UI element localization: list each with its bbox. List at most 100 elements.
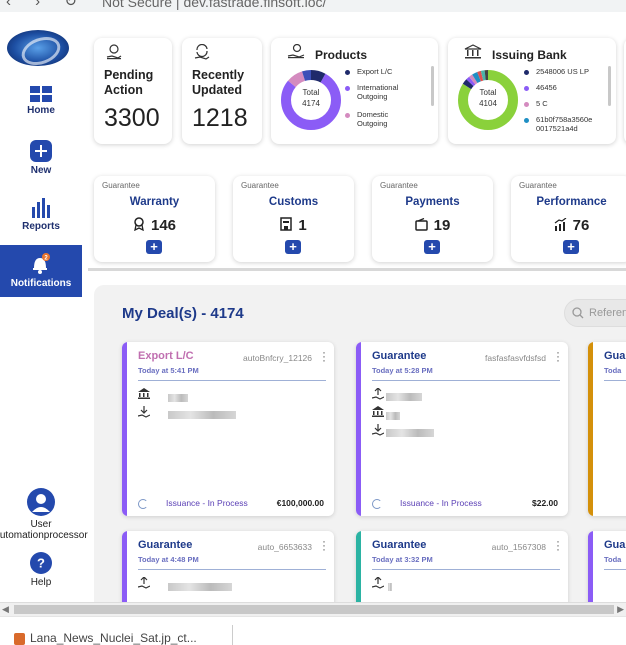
guarantee-name: Warranty bbox=[129, 196, 180, 208]
user-profile[interactable]: User automationprocessor bbox=[0, 488, 88, 541]
products-title: Products bbox=[315, 48, 368, 62]
scroll-left-arrow-icon[interactable]: ◀ bbox=[2, 604, 9, 614]
next-chart-card[interactable] bbox=[624, 38, 626, 144]
deal-menu-button[interactable]: · · · bbox=[556, 534, 560, 556]
recently-updated-card[interactable]: Recently Updated 1218 bbox=[182, 38, 262, 144]
scrollbar-thumb[interactable] bbox=[14, 605, 614, 614]
browser-toolbar: ‹ › ↻ Not Secure | dev.fastrade.finsoft.… bbox=[0, 0, 626, 12]
guarantee-name: Payments bbox=[405, 196, 460, 208]
pending-action-label: Pending Action bbox=[104, 68, 154, 97]
guarantee-count-row: 146 bbox=[94, 217, 215, 234]
sidebar-item-new[interactable]: New bbox=[0, 140, 82, 184]
redacted-text bbox=[168, 394, 188, 402]
guarantee-name: Performance bbox=[536, 196, 607, 208]
address-bar[interactable]: Not Secure | dev.fastrade.finsoft.loc/ bbox=[102, 0, 327, 10]
deal-card[interactable]: Guarantee auto_6653633 · · · Today at 4:48… bbox=[122, 531, 334, 602]
horizontal-scrollbar[interactable]: ◀ ▶ bbox=[0, 602, 626, 616]
issuing-bank-chart-card[interactable]: Issuing Bank Total 4104 2548006 US LP 46… bbox=[448, 38, 616, 144]
guarantee-category: Guarantee bbox=[519, 181, 557, 190]
sidebar-item-reports[interactable]: Reports bbox=[0, 198, 82, 242]
deal-card[interactable]: Gua Toda bbox=[588, 342, 626, 516]
deal-time: Today at 4:48 PM bbox=[138, 555, 199, 564]
deal-card[interactable]: Gua Toda bbox=[588, 531, 626, 602]
scroll-right-arrow-icon[interactable]: ▶ bbox=[617, 604, 624, 614]
download-divider bbox=[232, 625, 233, 645]
deal-card[interactable]: Guarantee auto_1567308 · · · Today at 3:32… bbox=[356, 531, 568, 602]
deal-menu-button[interactable]: · · · bbox=[322, 534, 326, 556]
help-label: Help bbox=[30, 577, 52, 588]
search-icon bbox=[572, 307, 584, 319]
bank-icon bbox=[464, 44, 482, 59]
deal-menu-button[interactable]: · · · bbox=[322, 345, 326, 367]
guarantee-category: Guarantee bbox=[380, 181, 418, 190]
deal-divider bbox=[372, 569, 560, 570]
file-icon bbox=[14, 633, 25, 645]
add-performance-button[interactable]: + bbox=[563, 240, 579, 254]
recently-updated-value: 1218 bbox=[192, 104, 248, 132]
deal-search-input[interactable]: Reference bbox=[564, 299, 626, 327]
deal-divider bbox=[604, 569, 626, 570]
deal-status-bar bbox=[356, 531, 361, 602]
deal-type: Guarantee bbox=[372, 350, 427, 362]
deal-divider bbox=[372, 380, 560, 381]
issuing-bank-total-label: Total bbox=[479, 88, 497, 97]
guarantee-count: 19 bbox=[433, 217, 451, 234]
products-legend-scrollbar[interactable] bbox=[431, 66, 434, 106]
trend-chart-icon bbox=[554, 217, 567, 231]
wallet-icon bbox=[414, 217, 428, 231]
deal-card[interactable]: Export L/C autoBnfcry_12126 · · · Today at… bbox=[122, 342, 334, 516]
sidebar-item-home[interactable]: Home bbox=[0, 86, 82, 130]
company-logo[interactable] bbox=[7, 30, 69, 66]
pending-action-card[interactable]: Pending Action 3300 bbox=[94, 38, 172, 144]
guarantee-payments-card[interactable]: Guarantee Payments 19 + bbox=[372, 176, 493, 262]
guarantee-customs-card[interactable]: Guarantee Customs 1 + bbox=[233, 176, 354, 262]
add-warranty-button[interactable]: + bbox=[146, 240, 162, 254]
user-avatar-icon bbox=[27, 488, 55, 516]
bell-icon: 2 bbox=[33, 253, 50, 274]
add-customs-button[interactable]: + bbox=[285, 240, 301, 254]
deal-type: Guarantee bbox=[372, 539, 427, 551]
products-donut[interactable] bbox=[279, 68, 343, 132]
add-payments-button[interactable]: + bbox=[424, 240, 440, 254]
upload-hand-icon bbox=[138, 577, 150, 589]
products-donut-slice[interactable] bbox=[281, 70, 341, 130]
deal-amount: $22.00 bbox=[532, 498, 558, 508]
building-icon bbox=[280, 217, 293, 231]
issuing-bank-donut[interactable] bbox=[456, 68, 520, 132]
issuing-bank-legend-item: 61b0f758a3560e0017521a4d bbox=[524, 115, 596, 133]
download-item-label[interactable]: Lana_News_Nuclei_Sat.jp_ct... bbox=[30, 631, 197, 645]
browser-nav-icons[interactable]: ‹ › ↻ bbox=[6, 0, 87, 10]
products-total: Total 4174 bbox=[289, 87, 333, 109]
pending-action-value: 3300 bbox=[104, 104, 160, 132]
deal-id: auto_6653633 bbox=[257, 542, 312, 552]
products-donut-slice[interactable] bbox=[281, 70, 341, 130]
sidebar-item-notifications[interactable]: 2 Notifications bbox=[0, 245, 82, 297]
guarantee-count-row: 76 bbox=[511, 217, 626, 234]
guarantee-count-row: 19 bbox=[372, 217, 493, 234]
deal-status: Issuance - In Process bbox=[400, 498, 482, 508]
download-bar: Lana_News_Nuclei_Sat.jp_ct... bbox=[0, 616, 626, 645]
hand-coin-icon bbox=[106, 44, 122, 60]
sidebar: Home New Reports 2 Notifications User au… bbox=[0, 12, 88, 602]
deal-time: Toda bbox=[604, 366, 622, 375]
sidebar-item-label: Reports bbox=[22, 221, 60, 232]
products-chart-card[interactable]: Products Total 4174 Export L/C Internati… bbox=[271, 38, 438, 144]
guarantee-count: 146 bbox=[150, 217, 177, 234]
deal-menu-button[interactable]: · · · bbox=[556, 345, 560, 367]
help-button[interactable]: ? Help bbox=[0, 552, 82, 588]
issuing-bank-donut-slice[interactable] bbox=[458, 70, 518, 130]
redacted-text bbox=[386, 429, 434, 437]
award-icon bbox=[134, 217, 144, 232]
issuing-bank-title: Issuing Bank bbox=[492, 48, 567, 62]
guarantee-warranty-card[interactable]: Guarantee Warranty 146 + bbox=[94, 176, 215, 262]
search-placeholder: Reference bbox=[589, 307, 626, 319]
user-name: automationprocessor bbox=[0, 530, 88, 541]
guarantee-performance-card[interactable]: Guarantee Performance 76 + bbox=[511, 176, 626, 262]
bar-chart-icon bbox=[32, 198, 50, 218]
deal-card[interactable]: Guarantee fasfasfasvfdsfsd · · · Today at … bbox=[356, 342, 568, 516]
issuing-bank-legend-scrollbar[interactable] bbox=[608, 66, 611, 106]
deal-divider bbox=[604, 380, 626, 381]
notification-badge: 2 bbox=[44, 256, 48, 262]
sidebar-item-label: New bbox=[30, 165, 52, 176]
plus-circle-icon bbox=[30, 140, 52, 162]
